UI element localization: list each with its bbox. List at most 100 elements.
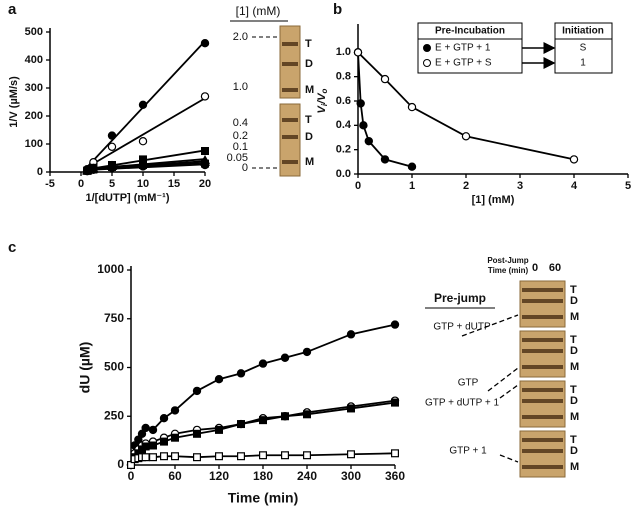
point: [149, 453, 158, 462]
gel-image: [519, 430, 566, 478]
legend-label: GTP + 1: [449, 446, 487, 457]
x-tick-label: 20: [199, 178, 211, 190]
point: [107, 131, 117, 140]
panel-letter: a: [8, 1, 17, 18]
gel-label: M: [305, 84, 314, 96]
point: [347, 404, 356, 413]
legend-box: [554, 38, 613, 74]
y-tick-label: 100: [25, 138, 43, 150]
point: [214, 375, 224, 384]
gel-header: Time (min): [488, 266, 529, 275]
legend-label: E + GTP + S: [435, 58, 492, 69]
gel-band: [522, 299, 563, 303]
x-axis-label: 1/[dUTP] (mM⁻¹): [85, 192, 169, 204]
point: [160, 437, 169, 446]
y-tick-label: 1.0: [336, 46, 351, 58]
point: [303, 451, 312, 460]
legend-title: Pre-Incubation: [435, 26, 505, 37]
y-tick-label: 0: [117, 457, 124, 471]
x-axis-label: [1] (mM): [472, 194, 515, 206]
gel-image: [519, 330, 566, 378]
gel-band: [522, 365, 563, 369]
point: [171, 452, 180, 461]
legend-label: E + GTP + 1: [435, 43, 491, 54]
point: [149, 441, 158, 450]
legend-marker: [423, 59, 431, 67]
y-tick-label: 400: [25, 54, 43, 66]
x-tick-label: 5: [109, 178, 115, 190]
trend-line: [357, 52, 413, 168]
y-tick-label: 300: [25, 82, 43, 94]
point: [347, 450, 356, 459]
gel-column-label: 0: [532, 262, 538, 274]
point: [215, 425, 224, 434]
connector: [499, 384, 519, 399]
gel-band: [282, 88, 298, 92]
point: [380, 74, 390, 84]
y-tick-label: 0.6: [336, 95, 351, 107]
legend-label: 1.0: [233, 81, 248, 93]
legend-box: [417, 38, 523, 74]
point: [141, 423, 150, 433]
y-axis-label: dU (µM): [77, 342, 93, 394]
gel-band: [522, 465, 563, 469]
gel-label: D: [570, 395, 578, 407]
y-tick-label: 500: [25, 26, 43, 38]
point: [148, 425, 158, 435]
legend-label: 0.1: [233, 141, 248, 153]
y-tick-label: 0.8: [336, 71, 351, 83]
point: [193, 453, 202, 462]
legend-label: GTP + dUTP + 1: [425, 398, 500, 409]
point: [134, 435, 143, 444]
legend-label: 0.2: [233, 130, 248, 142]
gel-band: [522, 315, 563, 319]
y-tick-label: 250: [104, 408, 124, 422]
gel-label: D: [305, 131, 313, 143]
point: [236, 369, 246, 378]
gel-header: Post-Jump: [487, 256, 528, 265]
y-tick-label: 500: [104, 360, 124, 374]
x-axis-label: Time (min): [228, 490, 299, 506]
gel-band: [522, 288, 563, 292]
x-tick-label: 300: [341, 469, 361, 483]
fit-line: [86, 97, 206, 169]
gel-image: [519, 280, 566, 328]
point: [138, 136, 148, 146]
gel-image: [279, 103, 301, 177]
y-axis-label-part: V: [316, 104, 328, 113]
x-tick-label: 180: [253, 469, 273, 483]
point: [356, 99, 365, 108]
point: [353, 48, 363, 57]
x-tick-label: 1: [409, 180, 415, 192]
point: [237, 420, 246, 429]
gel-label: M: [570, 361, 579, 373]
legend-label: GTP + dUTP: [433, 322, 491, 333]
gel-label: M: [570, 411, 579, 423]
x-tick-label: 2: [463, 180, 469, 192]
point: [137, 429, 147, 438]
gel-label: T: [570, 384, 577, 396]
point: [141, 442, 150, 451]
point: [141, 453, 150, 462]
point: [281, 412, 290, 421]
x-tick-label: 0: [355, 180, 361, 192]
x-tick-label: 3: [517, 180, 523, 192]
x-tick-label: -5: [45, 178, 55, 190]
point: [107, 163, 117, 172]
x-tick-label: 10: [137, 178, 149, 190]
gel-band: [282, 160, 298, 164]
gel-label: M: [570, 461, 579, 473]
y-axis-label-part: i: [320, 103, 329, 106]
y-tick-label: 0: [37, 166, 43, 178]
legend-marker: [423, 44, 431, 52]
point: [280, 353, 290, 362]
initiation-label: S: [580, 43, 587, 54]
point: [391, 398, 400, 407]
gel-label: T: [305, 38, 312, 50]
point: [193, 429, 202, 438]
y-tick-label: 200: [25, 110, 43, 122]
y-tick-label: 0.4: [336, 119, 352, 131]
point: [200, 160, 210, 170]
x-tick-label: 0: [78, 178, 84, 190]
